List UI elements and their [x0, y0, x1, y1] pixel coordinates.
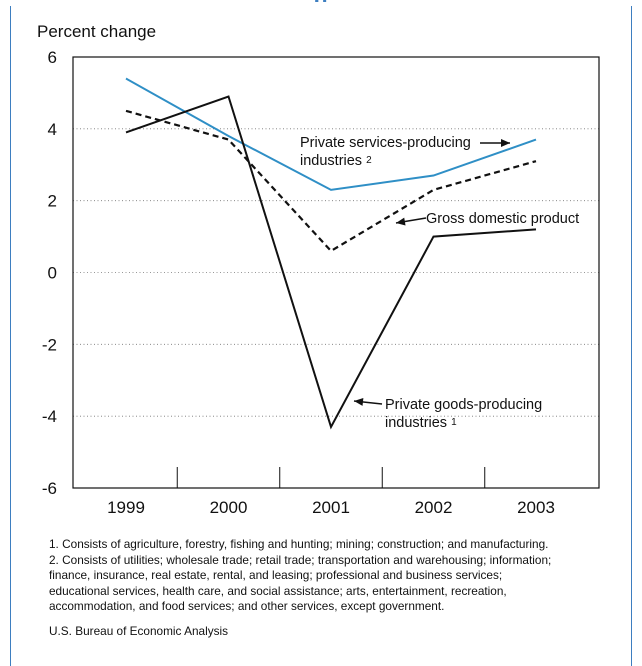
source-note: U.S. Bureau of Economic Analysis — [49, 624, 229, 638]
axis-ticks: 6 4 2 0 -2 -4 -6 1999 2000 2001 2002 2003 — [42, 48, 555, 517]
annotation-services-footnote-marker: 2 — [366, 155, 372, 166]
x-tick-label: 2002 — [415, 498, 453, 517]
annotation-gdp-label: Gross domestic product — [426, 211, 579, 227]
plot-area-frame — [72, 56, 600, 489]
footnote-2-line-3: educational services, health care, and s… — [49, 583, 507, 598]
series-line-0 — [125, 77, 537, 191]
annotation-goods-arrow-head — [354, 397, 364, 406]
y-tick-label: -6 — [42, 479, 57, 498]
cropped-title-text: g — [314, 0, 327, 2]
annotation-goods-line-1: Private goods-producing — [385, 397, 542, 413]
x-tick-label: 2003 — [517, 498, 555, 517]
y-axis-label: Percent change — [37, 22, 157, 41]
footnote-1: 1. Consists of agriculture, forestry, fi… — [49, 537, 549, 551]
annotation-goods-line-2: industries — [385, 415, 447, 431]
footnote-2-line-1: 2. Consists of utilities; wholesale trad… — [49, 552, 552, 567]
footnotes: 1. Consists of agriculture, forestry, fi… — [49, 537, 624, 615]
grid-lines — [73, 128, 599, 417]
x-tick-label: 2000 — [210, 498, 248, 517]
y-tick-label: -2 — [42, 335, 57, 354]
y-tick-label: 6 — [48, 48, 57, 67]
figure-frame — [10, 6, 632, 666]
annotation-gdp-arrow-head — [396, 217, 406, 226]
y-tick-label: 2 — [48, 192, 57, 211]
series-line-2 — [125, 95, 537, 430]
y-tick-label: 0 — [48, 264, 57, 283]
annotation-goods-footnote-marker: 1 — [451, 417, 457, 428]
annotation-services-arrow-head — [501, 139, 510, 147]
annotations: Private services-producing industries 2 Gro… — [300, 135, 579, 431]
cropped-title: g — [0, 0, 642, 2]
series-lines — [125, 77, 537, 430]
y-tick-label: 4 — [48, 120, 57, 139]
annotation-services-line-2: industries — [300, 153, 362, 169]
series-line-1 — [125, 109, 537, 253]
x-tick-label: 2001 — [312, 498, 350, 517]
line-chart: 6 4 2 0 -2 -4 -6 1999 2000 2001 2002 2003 Private s… — [42, 48, 600, 517]
annotation-services-line-1: Private services-producing — [300, 135, 471, 151]
x-tick-label: 1999 — [107, 498, 145, 517]
footnote-2-line-2: finance, insurance, real estate, rental,… — [49, 568, 503, 583]
y-tick-label: -4 — [42, 407, 57, 426]
footnote-2-line-4: accommodation, and food services; and ot… — [49, 599, 445, 614]
